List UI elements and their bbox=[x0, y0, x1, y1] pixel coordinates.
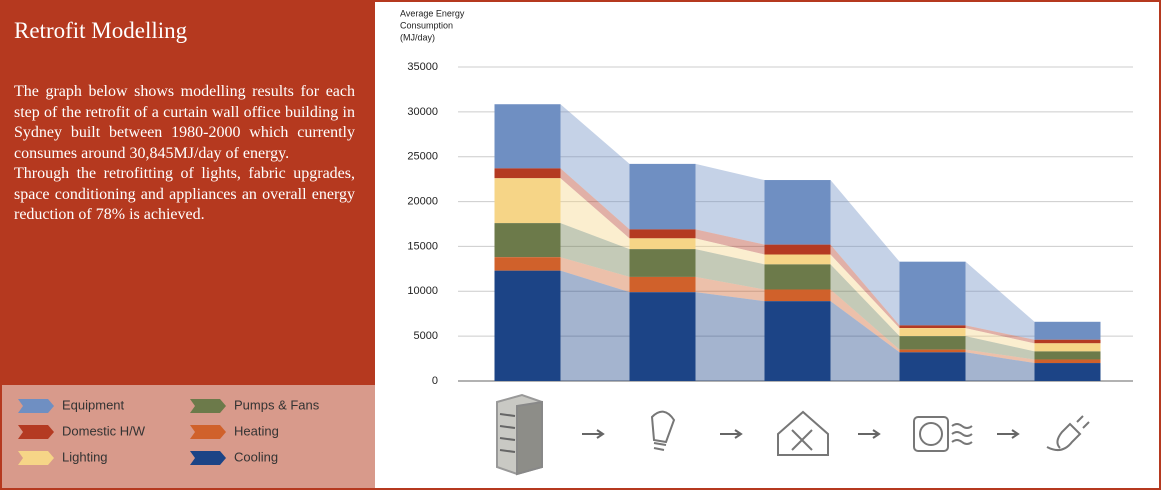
bar-segment bbox=[1034, 351, 1101, 360]
legend-label: Equipment bbox=[62, 397, 125, 412]
y-tick-label: 5000 bbox=[414, 330, 438, 342]
legend-swatch bbox=[18, 451, 54, 465]
bar-segment bbox=[764, 301, 831, 381]
bar-segment bbox=[494, 178, 561, 224]
bar-segment bbox=[494, 257, 561, 271]
flow-band bbox=[560, 178, 630, 250]
legend-label: Domestic H/W bbox=[62, 423, 146, 438]
legend-label: Lighting bbox=[62, 449, 108, 464]
flow-band bbox=[695, 276, 765, 302]
flow-band bbox=[965, 325, 1035, 344]
bar-segment bbox=[899, 328, 966, 337]
bar-segment bbox=[494, 270, 561, 381]
bar-segment bbox=[899, 349, 966, 353]
bar-segment bbox=[629, 292, 696, 381]
paragraph: The graph below shows modelling results … bbox=[14, 83, 355, 162]
flow-band bbox=[560, 168, 630, 239]
y-tick-label: 15000 bbox=[407, 240, 438, 252]
bar-segment bbox=[899, 261, 966, 326]
flow-band bbox=[695, 249, 765, 290]
y-tick-label: 25000 bbox=[407, 151, 438, 163]
legend-swatch bbox=[18, 425, 54, 439]
bar-segment bbox=[899, 352, 966, 381]
bar-segment bbox=[1034, 343, 1101, 352]
flow-band bbox=[965, 328, 1035, 352]
flow-band bbox=[965, 336, 1035, 360]
y-tick-label: 10000 bbox=[407, 285, 438, 297]
legend-swatch bbox=[18, 399, 54, 413]
bar-segment bbox=[629, 238, 696, 250]
bar-segment bbox=[1034, 321, 1101, 340]
bar-segment bbox=[629, 249, 696, 277]
building-icon bbox=[496, 393, 543, 476]
flow-band bbox=[695, 292, 765, 381]
legend-label: Cooling bbox=[234, 449, 278, 464]
flow-band bbox=[695, 229, 765, 255]
flow-band bbox=[830, 244, 900, 329]
bar-segment bbox=[494, 168, 561, 179]
flow-band bbox=[965, 349, 1035, 364]
y-axis-title: (MJ/day) bbox=[400, 32, 435, 42]
y-tick-label: 30000 bbox=[407, 106, 438, 118]
arrow bbox=[858, 429, 881, 439]
bar-segment bbox=[494, 104, 561, 169]
bar-segment bbox=[899, 336, 966, 350]
arrow bbox=[997, 429, 1020, 439]
bar-segment bbox=[629, 276, 696, 293]
bulb-icon bbox=[650, 410, 676, 451]
flow-band bbox=[560, 270, 630, 381]
y-axis-title: Consumption bbox=[400, 20, 453, 30]
y-axis-title: Average Energy bbox=[400, 8, 465, 18]
flow-band bbox=[830, 254, 900, 337]
paragraph: Through the retrofitting of lights, fabr… bbox=[14, 165, 355, 223]
y-tick-label: 35000 bbox=[407, 61, 438, 73]
flow-band bbox=[830, 264, 900, 350]
flow-band bbox=[830, 180, 900, 326]
legend-panel bbox=[2, 385, 375, 488]
bar-segment bbox=[629, 229, 696, 239]
bar-segment bbox=[764, 254, 831, 265]
bar-segment bbox=[764, 180, 831, 245]
flow-band bbox=[965, 352, 1035, 381]
panel-title: Retrofit Modelling bbox=[14, 18, 188, 43]
legend-label: Pumps & Fans bbox=[234, 397, 320, 412]
legend-swatch bbox=[190, 451, 226, 465]
flow-band bbox=[830, 289, 900, 353]
bar-segment bbox=[1034, 339, 1101, 344]
icons bbox=[496, 393, 1090, 476]
flow-band bbox=[695, 238, 765, 265]
flow-band bbox=[560, 223, 630, 277]
bar-segment bbox=[764, 244, 831, 255]
bar-segment bbox=[629, 163, 696, 230]
plug-icon bbox=[1046, 415, 1090, 452]
bar-segment bbox=[1034, 363, 1101, 381]
bar-segment bbox=[899, 325, 966, 329]
flow-band bbox=[695, 163, 765, 245]
y-tick-label: 20000 bbox=[407, 195, 438, 207]
legend-label: Heating bbox=[234, 423, 279, 438]
bar-segment bbox=[1034, 359, 1101, 364]
arrow bbox=[582, 429, 605, 439]
y-tick-label: 0 bbox=[432, 375, 438, 387]
flow-band bbox=[560, 257, 630, 293]
tools-icon bbox=[777, 410, 829, 456]
flow-band bbox=[830, 301, 900, 381]
bar-segment bbox=[764, 264, 831, 290]
legend-swatch bbox=[190, 399, 226, 413]
bar-segment bbox=[764, 289, 831, 302]
info-panel: Retrofit Modelling The graph below shows… bbox=[2, 2, 375, 385]
bar-segment bbox=[494, 223, 561, 258]
flow-band bbox=[560, 104, 630, 230]
arrow bbox=[720, 429, 743, 439]
flow-band bbox=[965, 261, 1035, 340]
fan-icon bbox=[913, 416, 973, 452]
legend-swatch bbox=[190, 425, 226, 439]
